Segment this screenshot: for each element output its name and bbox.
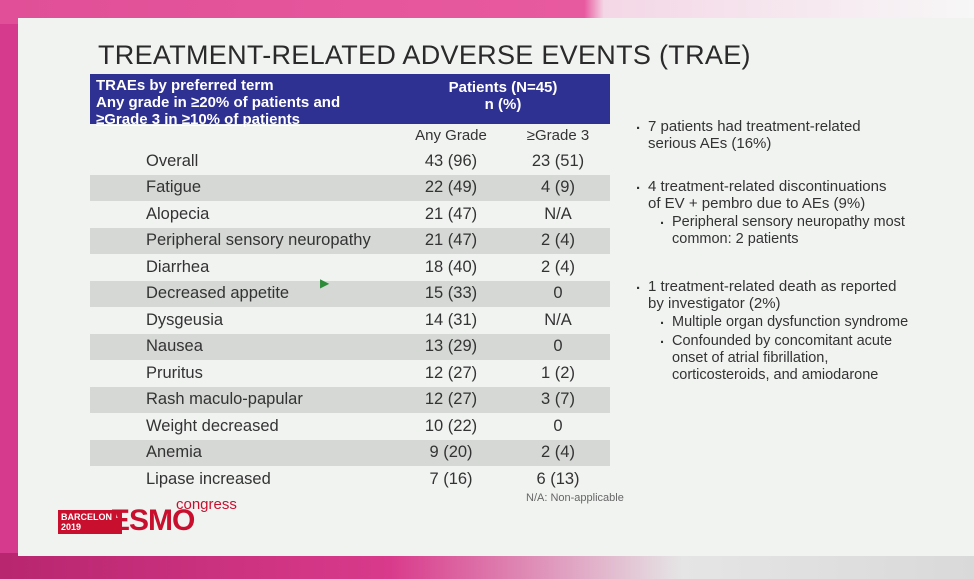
footnote: N/A: Non-applicable (526, 492, 624, 504)
bullet-text: 7 patients had treatment-relatedserious … (636, 116, 966, 152)
header-left-line-1: TRAEs by preferred term (96, 77, 274, 94)
row-term: Weight decreased (146, 416, 279, 435)
table-row: Fatigue 22 (49) 4 (9) (90, 174, 610, 201)
row-any-grade: 15 (33) (424, 284, 478, 303)
row-any-grade: 7 (16) (429, 469, 473, 488)
bullet-line: 7 patients had treatment-related (648, 118, 861, 135)
table-row: Rash maculo-papular 12 (27) 3 (7) (90, 386, 610, 413)
table-row: Diarrhea 18 (40) 2 (4) (90, 254, 610, 281)
header-left-line-3: ≥Grade 3 in ≥10% of patients (96, 111, 301, 128)
sub-bullet: Peripheral sensory neuropathy mostcommon… (636, 212, 966, 248)
trae-table: TRAEs by preferred term Any grade in ≥20… (90, 74, 610, 493)
row-term: Diarrhea (146, 257, 210, 276)
logo-suffix: congress (176, 496, 237, 513)
header-left: TRAEs by preferred term Any grade in ≥20… (90, 74, 396, 128)
table-row: Pruritus 12 (27) 1 (2) (90, 360, 610, 387)
table-row: Peripheral sensory neuropathy 21 (47) 2 (4… (90, 227, 610, 254)
logo-city: BARCELONA (61, 512, 119, 522)
row-grade-3: 3 (7) (541, 390, 575, 409)
table-row: Overall 43 (96) 23 (51) (90, 148, 610, 175)
row-term: Overall (146, 151, 199, 170)
row-grade-3: 2 (4) (541, 257, 575, 276)
table-subheader: Any Grade ≥Grade 3 (90, 124, 610, 148)
row-grade-3: N/A (544, 310, 572, 329)
table-row: Alopecia 21 (47) N/A (90, 201, 610, 228)
bullet-line: 1 treatment-related death as reported (648, 278, 897, 295)
table-row: Lipase increased 7 (16) 6 (13) (90, 466, 610, 493)
row-term: Rash maculo-papular (146, 390, 303, 409)
row-term: Fatigue (146, 178, 202, 197)
sub-bullet: Multiple organ dysfunction syndrome (636, 312, 966, 331)
row-term: Anemia (146, 443, 202, 462)
row-any-grade: 21 (47) (424, 204, 478, 223)
mouse-pointer-icon: ▶ (320, 276, 330, 290)
bullet-line: of EV + pembro due to AEs (9%) (648, 195, 866, 212)
bullet-line: by investigator (2%) (648, 295, 781, 312)
table-row: Dysgeusia 14 (31) N/A (90, 307, 610, 334)
row-any-grade: 18 (40) (424, 257, 478, 276)
row-grade-3: 0 (553, 416, 563, 435)
table-header: TRAEs by preferred term Any grade in ≥20… (90, 74, 610, 128)
table-row: Weight decreased 10 (22) 0 (90, 413, 610, 440)
row-grade-3: 2 (4) (541, 231, 575, 250)
row-grade-3: 0 (553, 284, 563, 303)
bullet-list: 7 patients had treatment-relatedserious … (636, 116, 966, 384)
row-any-grade: 43 (96) (424, 151, 478, 170)
row-grade-3: 23 (51) (531, 151, 585, 170)
logo-city-badge: BARCELONA 2019 (58, 510, 122, 534)
table-row: Anemia 9 (20) 2 (4) (90, 439, 610, 466)
row-any-grade: 12 (27) (424, 363, 478, 382)
frame-bottom (0, 553, 974, 579)
table-row: Nausea 13 (29) 0 (90, 333, 610, 360)
header-left-line-2: Any grade in ≥20% of patients and (96, 94, 341, 111)
esmo-logo: BARCELONA 2019 ESMO congress (58, 496, 258, 537)
row-term: Nausea (146, 337, 203, 356)
row-any-grade: 22 (49) (424, 178, 478, 197)
sub-bullet-line: common: 2 patients (672, 231, 799, 247)
header-right-line-2: n (%) (484, 96, 522, 113)
sub-bullet-line: Peripheral sensory neuropathy most (672, 214, 905, 230)
sub-bullet-line: Confounded by concomitant acute (672, 333, 893, 349)
bullet-line: serious AEs (16%) (648, 135, 772, 152)
bullet-text: 1 treatment-related death as reportedby … (636, 276, 966, 312)
row-term: Alopecia (146, 204, 210, 223)
row-any-grade: 21 (47) (424, 231, 478, 250)
table-row: Decreased appetite 15 (33) 0 (90, 280, 610, 307)
bullet-line: 4 treatment-related discontinuations (648, 178, 887, 195)
row-term: Pruritus (146, 363, 203, 382)
bullet-item: 1 treatment-related death as reportedby … (636, 276, 966, 384)
logo-brand: ESMO (110, 504, 195, 537)
row-any-grade: 9 (20) (429, 443, 473, 462)
row-grade-3: 1 (2) (541, 363, 575, 382)
row-any-grade: 12 (27) (424, 390, 478, 409)
row-any-grade: 14 (31) (424, 310, 478, 329)
row-any-grade: 10 (22) (424, 416, 478, 435)
sub-bullet-line: onset of atrial fibrillation, (672, 350, 829, 366)
row-grade-3: N/A (544, 204, 572, 223)
row-term: Peripheral sensory neuropathy (146, 231, 371, 250)
table-body: Overall 43 (96) 23 (51) Fatigue 22 (49) 4 (9)… (90, 148, 610, 493)
row-grade-3: 2 (4) (541, 443, 575, 462)
row-grade-3: 4 (9) (541, 178, 575, 197)
header-right-line-1: Patients (N=45) (448, 79, 558, 96)
row-term: Decreased appetite (146, 284, 290, 303)
bullet-item: 7 patients had treatment-relatedserious … (636, 116, 966, 152)
header-right: Patients (N=45) n (%) (396, 74, 610, 124)
slide: TREATMENT-RELATED ADVERSE EVENTS (TRAE) … (18, 18, 974, 556)
row-grade-3: 6 (13) (536, 469, 580, 488)
sub-bullet-line: corticosteroids, and amiodarone (672, 367, 879, 383)
sub-bullet-line: Multiple organ dysfunction syndrome (672, 314, 909, 330)
col-any-grade: Any Grade (415, 127, 487, 144)
row-term: Lipase increased (146, 469, 271, 488)
logo-year: 2019 (61, 522, 82, 532)
slide-title: TREATMENT-RELATED ADVERSE EVENTS (TRAE) (98, 40, 751, 70)
row-any-grade: 13 (29) (424, 337, 478, 356)
row-term: Dysgeusia (146, 310, 224, 329)
row-grade-3: 0 (553, 337, 563, 356)
col-grade-3: ≥Grade 3 (526, 127, 590, 144)
